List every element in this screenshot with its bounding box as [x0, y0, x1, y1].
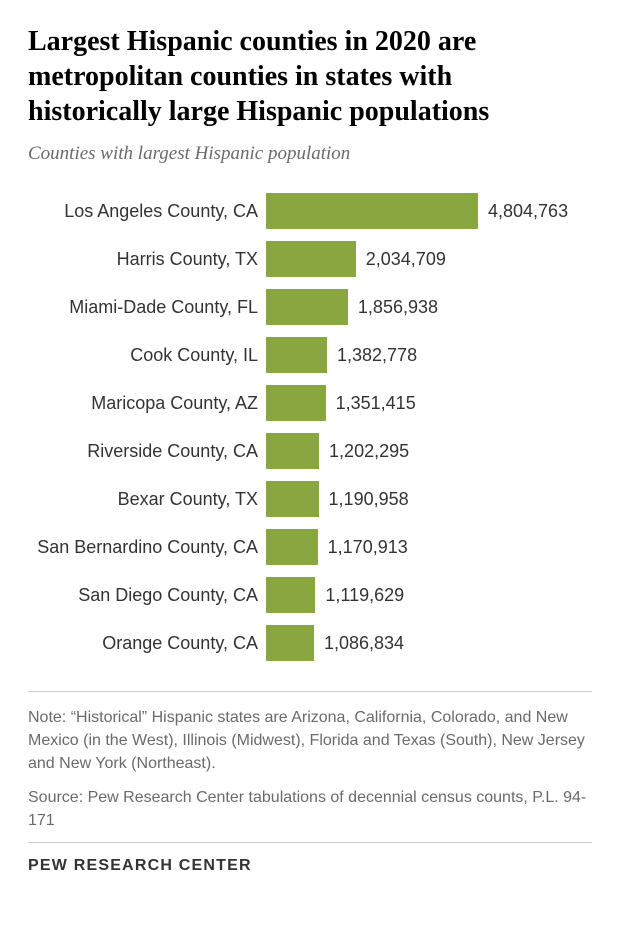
bar-wrap: 1,856,938 [266, 289, 438, 325]
bar-wrap: 1,086,834 [266, 625, 404, 661]
bar-wrap: 1,202,295 [266, 433, 409, 469]
bar-label: San Bernardino County, CA [36, 537, 266, 558]
divider-line [28, 842, 592, 843]
footer-brand: PEW RESEARCH CENTER [28, 857, 592, 875]
bar-rect [266, 625, 314, 661]
bar-label: Los Angeles County, CA [36, 201, 266, 222]
bar-label: Miami-Dade County, FL [36, 297, 266, 318]
bar-value: 1,382,778 [337, 345, 417, 366]
bar-value: 2,034,709 [366, 249, 446, 270]
bar-label: Cook County, IL [36, 345, 266, 366]
bar-value: 1,119,629 [325, 585, 404, 606]
bar-row: Orange County, CA 1,086,834 [36, 619, 592, 667]
bar-row: Riverside County, CA 1,202,295 [36, 427, 592, 475]
bar-value: 1,351,415 [336, 393, 416, 414]
bar-rect [266, 289, 348, 325]
divider-line [28, 691, 592, 692]
bar-label: Maricopa County, AZ [36, 393, 266, 414]
bar-chart: Los Angeles County, CA 4,804,763 Harris Co… [28, 187, 592, 667]
bar-row: Bexar County, TX 1,190,958 [36, 475, 592, 523]
chart-subtitle: Counties with largest Hispanic populatio… [28, 143, 592, 165]
bar-rect [266, 577, 315, 613]
bar-label: Orange County, CA [36, 633, 266, 654]
bar-value: 1,856,938 [358, 297, 438, 318]
bar-rect [266, 385, 326, 421]
bar-rect [266, 433, 319, 469]
bar-rect [266, 481, 319, 517]
chart-title: Largest Hispanic counties in 2020 are me… [28, 24, 592, 129]
bar-wrap: 1,190,958 [266, 481, 409, 517]
bar-value: 1,190,958 [329, 489, 409, 510]
bar-label: Harris County, TX [36, 249, 266, 270]
bar-label: Riverside County, CA [36, 441, 266, 462]
bar-row: San Bernardino County, CA 1,170,913 [36, 523, 592, 571]
bar-rect [266, 241, 356, 277]
bar-wrap: 2,034,709 [266, 241, 446, 277]
bar-value: 1,086,834 [324, 633, 404, 654]
bar-rect [266, 193, 478, 229]
bar-wrap: 1,170,913 [266, 529, 408, 565]
bar-row: Los Angeles County, CA 4,804,763 [36, 187, 592, 235]
bar-rect [266, 529, 318, 565]
bar-wrap: 1,382,778 [266, 337, 417, 373]
bar-row: Miami-Dade County, FL 1,856,938 [36, 283, 592, 331]
bar-wrap: 4,804,763 [266, 193, 568, 229]
bar-wrap: 1,351,415 [266, 385, 416, 421]
bar-label: San Diego County, CA [36, 585, 266, 606]
bar-value: 4,804,763 [488, 201, 568, 222]
source-text: Source: Pew Research Center tabulations … [28, 786, 592, 832]
bar-value: 1,170,913 [328, 537, 408, 558]
bar-row: Harris County, TX 2,034,709 [36, 235, 592, 283]
bar-row: Maricopa County, AZ 1,351,415 [36, 379, 592, 427]
bar-label: Bexar County, TX [36, 489, 266, 510]
note-text: Note: “Historical” Hispanic states are A… [28, 706, 592, 776]
bar-value: 1,202,295 [329, 441, 409, 462]
bar-row: Cook County, IL 1,382,778 [36, 331, 592, 379]
bar-row: San Diego County, CA 1,119,629 [36, 571, 592, 619]
bar-rect [266, 337, 327, 373]
bar-wrap: 1,119,629 [266, 577, 404, 613]
